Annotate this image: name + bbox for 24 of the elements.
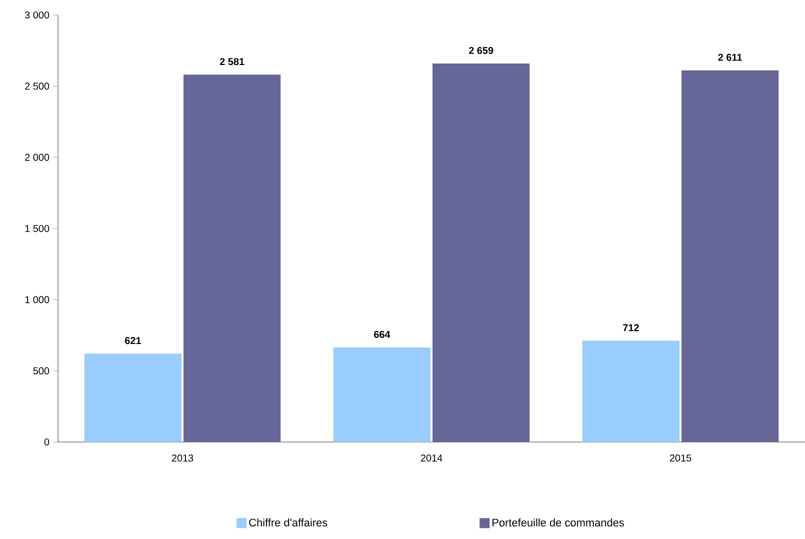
y-tick-label: 3 000 <box>24 11 50 19</box>
x-tick-label: 2013 <box>172 454 194 462</box>
data-label: 2 581 <box>220 58 244 66</box>
legend-label: Portefeuille de commandes <box>492 518 624 526</box>
data-label: 664 <box>374 330 390 338</box>
data-label: 621 <box>125 337 141 344</box>
x-tick-label: 2014 <box>420 454 442 462</box>
bar <box>184 74 281 442</box>
bar <box>432 64 530 442</box>
bar <box>682 70 779 442</box>
data-label: 2 611 <box>718 54 742 61</box>
x-tick-label: 2015 <box>670 454 692 462</box>
y-tick-label: 1 000 <box>25 296 50 304</box>
bar <box>333 347 431 442</box>
y-tick-label: 1 500 <box>25 224 50 232</box>
legend-label: Chiffre d'affaires <box>249 518 328 526</box>
y-tick-label: 0 <box>44 438 50 446</box>
data-label: 712 <box>623 324 639 332</box>
y-tick-label: 2 500 <box>25 82 50 90</box>
data-label: 2 659 <box>468 46 494 54</box>
bar <box>582 340 680 442</box>
y-tick-label: 500 <box>33 367 50 374</box>
y-tick-label: 2 000 <box>25 154 50 161</box>
bar <box>84 354 182 442</box>
